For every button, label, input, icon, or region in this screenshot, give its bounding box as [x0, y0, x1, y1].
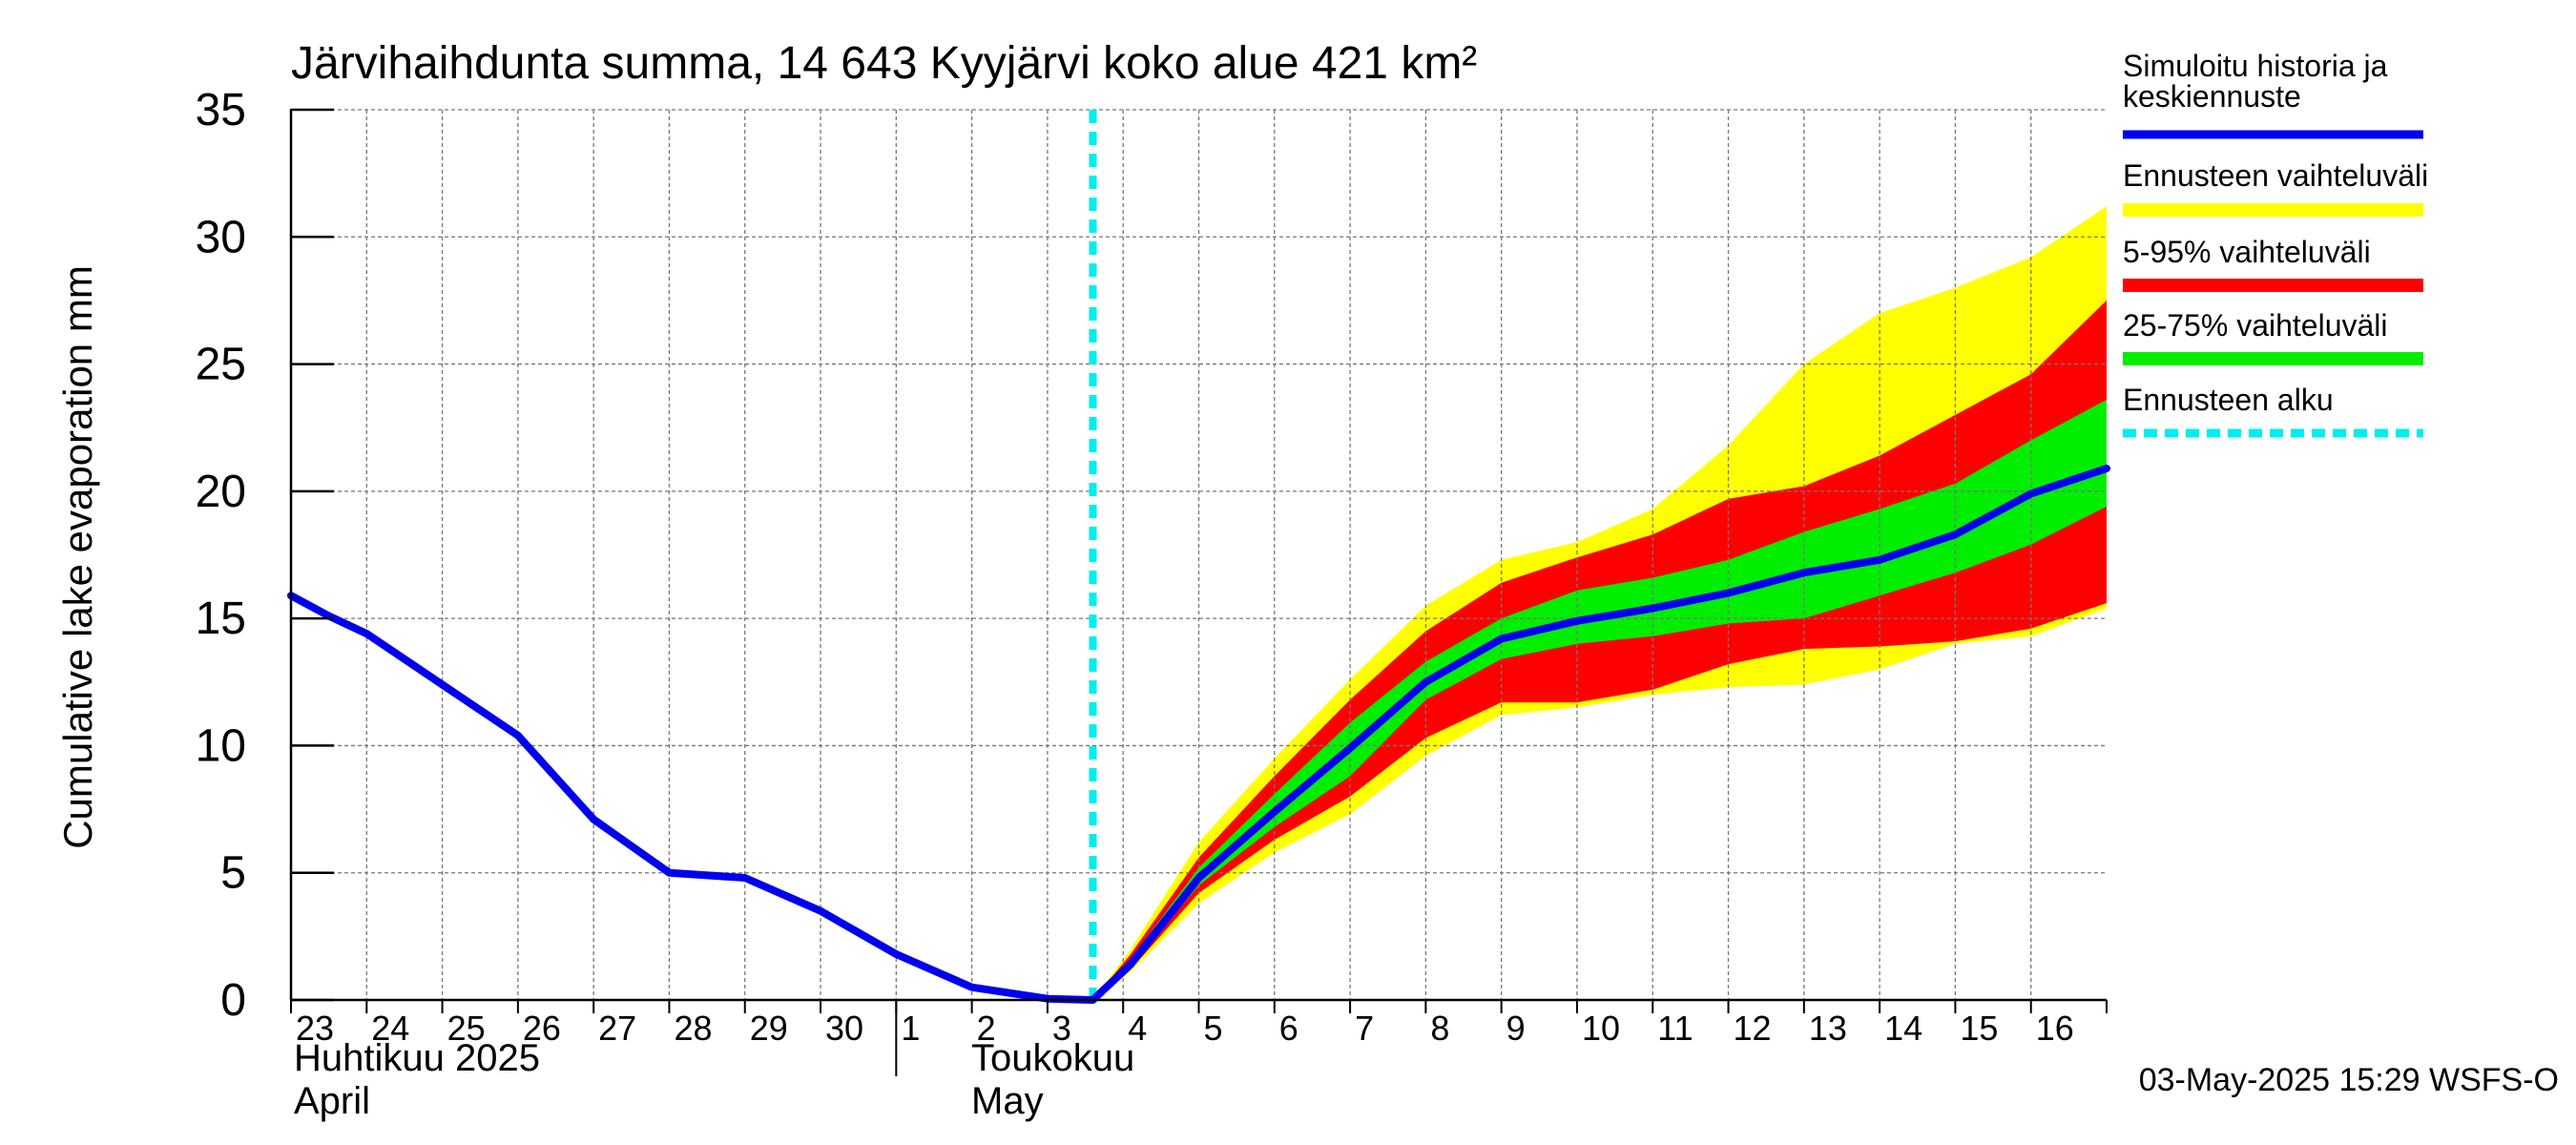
x-tick-label: 29 — [750, 1009, 788, 1048]
y-tick-labels: 0 5 10 15 20 25 30 35 — [196, 85, 246, 1026]
legend-label: Simuloitu historia ja — [2123, 49, 2388, 83]
grid-lines — [291, 109, 2107, 1000]
x-tick-label: 26 — [523, 1009, 561, 1048]
x-tick-label: 27 — [598, 1009, 636, 1048]
series-line-median — [287, 464, 2110, 1004]
x-tick-label: 5 — [1204, 1009, 1223, 1048]
legend-label: keskiennuste — [2123, 79, 2301, 114]
x-tick-label: 14 — [1884, 1009, 1922, 1048]
x-tick-label: 13 — [1809, 1009, 1847, 1048]
chart-title: Järvihaihdunta summa, 14 643 Kyyjärvi ko… — [291, 38, 1477, 89]
x-tick-label: 23 — [296, 1009, 334, 1048]
legend-label: Ennusteen alku — [2123, 383, 2334, 417]
x-tick-labels: 23 24 25 26 27 28 29 30 1 2 3 4 5 6 7 8 9 10 11 12 13 14 15 16 — [296, 1009, 2074, 1048]
y-tick-label: 25 — [196, 340, 246, 390]
x-tick-label: 1 — [901, 1009, 920, 1048]
forecast-bands — [1092, 206, 2107, 1001]
band-3 — [1092, 399, 2107, 1000]
x-tick-label: 10 — [1582, 1009, 1620, 1048]
legend-label: Ennusteen vaihteluväli — [2123, 158, 2428, 193]
legend-item-5: Ennusteen alku — [2123, 383, 2423, 438]
legend-item-4: 25-75% vaihteluväli — [2123, 308, 2423, 365]
x-tick-label: 3 — [1052, 1009, 1071, 1048]
x-tick-label: 12 — [1734, 1009, 1772, 1048]
legend-label: 25-75% vaihteluväli — [2123, 308, 2388, 343]
month-label-may-en: May — [971, 1080, 1044, 1122]
band-2 — [1092, 300, 2107, 1000]
legend-label: 5-95% vaihteluväli — [2123, 235, 2371, 269]
y-tick-label: 5 — [220, 848, 246, 899]
x-tick-label: 11 — [1657, 1009, 1693, 1048]
x-tick-label: 9 — [1506, 1009, 1526, 1048]
month-label-april-fi: Huhtikuu 2025 — [294, 1037, 540, 1079]
x-tick-label: 8 — [1430, 1009, 1449, 1048]
legend-item-3: 5-95% vaihteluväli — [2123, 235, 2423, 292]
x-tick-label: 16 — [2036, 1009, 2074, 1048]
series-lines — [287, 110, 2110, 1004]
month-label-april-en: April — [294, 1080, 370, 1122]
x-tick-label: 4 — [1128, 1009, 1147, 1048]
y-axis-label: Cumulative lake evaporation mm — [55, 265, 100, 849]
x-tick-label: 15 — [1960, 1009, 1998, 1048]
y-tick-label: 35 — [196, 85, 246, 135]
timestamp: 03-May-2025 15:29 WSFS-O — [2139, 1062, 2559, 1098]
x-tick-label: 7 — [1355, 1009, 1374, 1048]
x-tick-label: 24 — [371, 1009, 409, 1048]
y-tick-label: 20 — [196, 467, 246, 517]
x-tick-label: 30 — [825, 1009, 863, 1048]
y-tick-label: 10 — [196, 720, 246, 771]
x-tick-label: 2 — [977, 1009, 996, 1048]
x-tick-label: 28 — [674, 1009, 712, 1048]
month-label-may-fi: Toukokuu — [971, 1037, 1134, 1079]
axes — [289, 108, 2108, 1076]
y-tick-label: 15 — [196, 593, 246, 644]
legend-item-2: Ennusteen vaihteluväli — [2123, 158, 2428, 217]
y-tick-label: 0 — [220, 975, 246, 1026]
x-tick-label: 25 — [447, 1009, 486, 1048]
y-tick-label: 30 — [196, 212, 246, 262]
x-tick-label: 6 — [1279, 1009, 1298, 1048]
